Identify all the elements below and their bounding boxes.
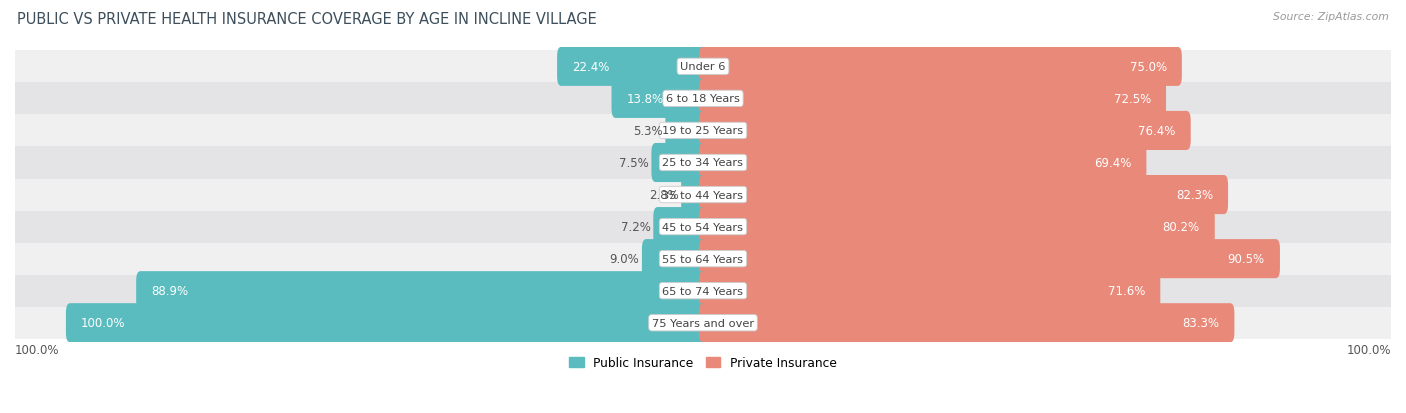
- Text: 76.4%: 76.4%: [1139, 125, 1175, 138]
- Text: 80.2%: 80.2%: [1163, 221, 1199, 233]
- FancyBboxPatch shape: [699, 80, 1166, 119]
- Text: 2.8%: 2.8%: [648, 189, 679, 202]
- FancyBboxPatch shape: [699, 271, 1160, 311]
- FancyBboxPatch shape: [643, 240, 707, 278]
- Text: 100.0%: 100.0%: [1347, 343, 1391, 356]
- Text: 83.3%: 83.3%: [1182, 316, 1219, 330]
- Text: 71.6%: 71.6%: [1108, 285, 1146, 297]
- FancyBboxPatch shape: [557, 47, 707, 87]
- Text: 7.5%: 7.5%: [619, 157, 648, 170]
- FancyBboxPatch shape: [699, 304, 1234, 342]
- Text: 25 to 34 Years: 25 to 34 Years: [662, 158, 744, 168]
- FancyBboxPatch shape: [699, 144, 1146, 183]
- Text: 19 to 25 Years: 19 to 25 Years: [662, 126, 744, 136]
- Text: 72.5%: 72.5%: [1114, 93, 1152, 106]
- Bar: [15, 211, 1391, 243]
- Text: PUBLIC VS PRIVATE HEALTH INSURANCE COVERAGE BY AGE IN INCLINE VILLAGE: PUBLIC VS PRIVATE HEALTH INSURANCE COVER…: [17, 12, 596, 27]
- Text: 88.9%: 88.9%: [152, 285, 188, 297]
- Bar: [15, 307, 1391, 339]
- FancyBboxPatch shape: [654, 208, 707, 247]
- Text: 75 Years and over: 75 Years and over: [652, 318, 754, 328]
- Bar: [15, 179, 1391, 211]
- FancyBboxPatch shape: [681, 176, 707, 215]
- Text: 13.8%: 13.8%: [627, 93, 664, 106]
- Text: 100.0%: 100.0%: [15, 343, 59, 356]
- FancyBboxPatch shape: [699, 240, 1279, 278]
- Text: 22.4%: 22.4%: [572, 61, 610, 74]
- Text: 65 to 74 Years: 65 to 74 Years: [662, 286, 744, 296]
- Bar: [15, 243, 1391, 275]
- FancyBboxPatch shape: [651, 144, 707, 183]
- Bar: [15, 115, 1391, 147]
- Legend: Public Insurance, Private Insurance: Public Insurance, Private Insurance: [564, 351, 842, 374]
- FancyBboxPatch shape: [665, 112, 707, 151]
- FancyBboxPatch shape: [612, 80, 707, 119]
- Text: Source: ZipAtlas.com: Source: ZipAtlas.com: [1274, 12, 1389, 22]
- Text: Under 6: Under 6: [681, 62, 725, 72]
- Bar: [15, 275, 1391, 307]
- Bar: [15, 147, 1391, 179]
- Text: 35 to 44 Years: 35 to 44 Years: [662, 190, 744, 200]
- FancyBboxPatch shape: [136, 271, 707, 311]
- Text: 7.2%: 7.2%: [620, 221, 651, 233]
- Text: 55 to 64 Years: 55 to 64 Years: [662, 254, 744, 264]
- Bar: [15, 51, 1391, 83]
- Text: 82.3%: 82.3%: [1175, 189, 1213, 202]
- Text: 75.0%: 75.0%: [1129, 61, 1167, 74]
- Text: 9.0%: 9.0%: [609, 252, 640, 266]
- Text: 6 to 18 Years: 6 to 18 Years: [666, 94, 740, 104]
- Bar: [15, 83, 1391, 115]
- FancyBboxPatch shape: [66, 304, 707, 342]
- FancyBboxPatch shape: [699, 112, 1191, 151]
- Text: 45 to 54 Years: 45 to 54 Years: [662, 222, 744, 232]
- Text: 100.0%: 100.0%: [82, 316, 125, 330]
- FancyBboxPatch shape: [699, 208, 1215, 247]
- Text: 69.4%: 69.4%: [1094, 157, 1132, 170]
- FancyBboxPatch shape: [699, 47, 1182, 87]
- FancyBboxPatch shape: [699, 176, 1227, 215]
- Text: 5.3%: 5.3%: [633, 125, 662, 138]
- Text: 90.5%: 90.5%: [1227, 252, 1265, 266]
